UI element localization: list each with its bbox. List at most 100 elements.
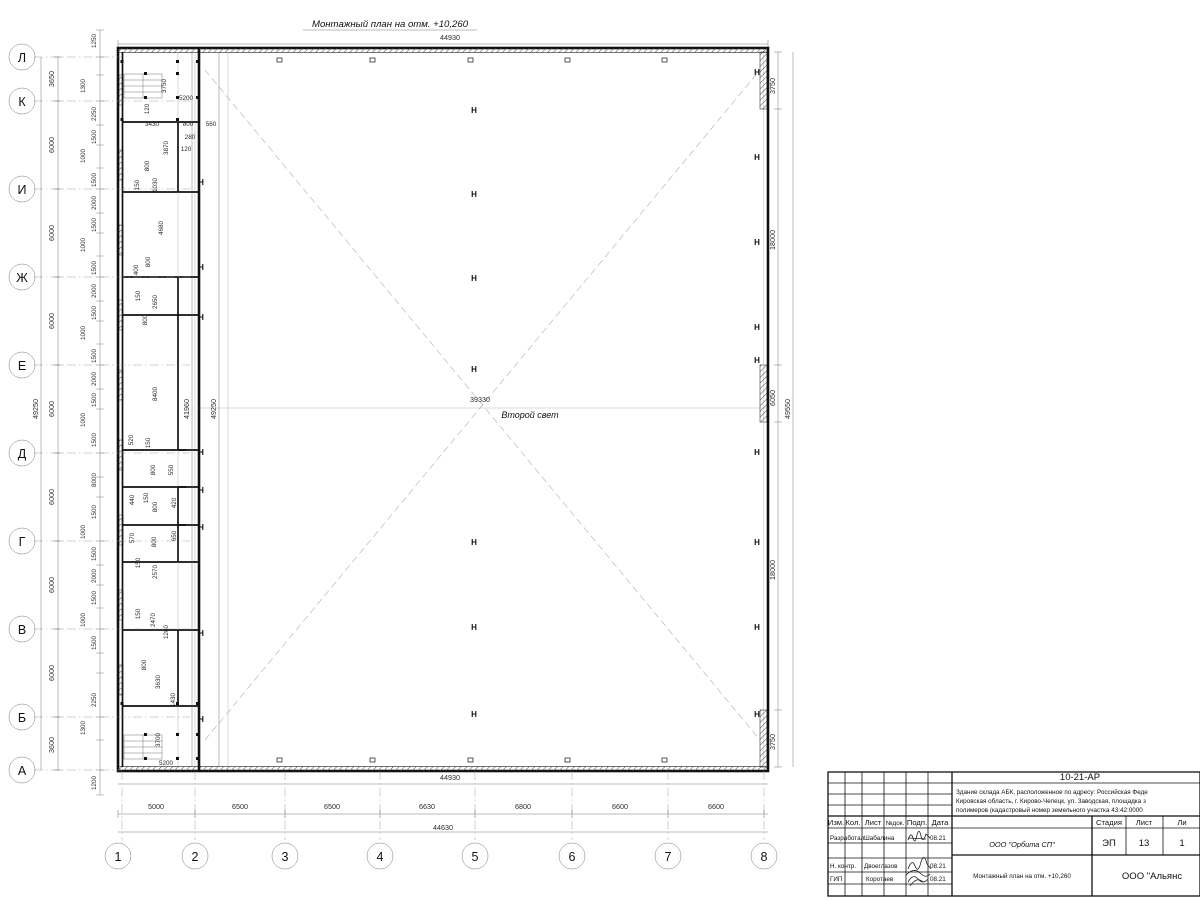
- dim-d-18: 8400: [152, 387, 159, 402]
- dim-letter-0: 3650: [47, 71, 56, 87]
- svg-text:H: H: [198, 715, 204, 724]
- dim-l-21: 1500: [91, 547, 98, 562]
- dim-letter-1: 6000: [47, 137, 56, 153]
- dim-r-0: 3750: [768, 78, 777, 94]
- tb-col-2: Лист: [865, 818, 882, 827]
- dim-d-31: 2570: [152, 565, 159, 580]
- dim-d-30: 800: [151, 536, 158, 547]
- dim-l-8: 1000: [80, 238, 87, 253]
- grid-axes-horizontal: [34, 56, 190, 771]
- dim-l-1: 1300: [80, 79, 87, 94]
- dim-num-5: 6600: [612, 802, 628, 811]
- tb-col-0: Изм.: [828, 818, 844, 827]
- dim-d-20: 150: [145, 437, 152, 448]
- dim-d-3: 3430: [145, 121, 160, 128]
- svg-text:H: H: [754, 238, 760, 247]
- dim-d-9: 800: [144, 160, 151, 171]
- dim-num-3: 6630: [419, 802, 435, 811]
- dim-d-12: 4680: [158, 221, 165, 236]
- grid-label-A: А: [18, 764, 27, 778]
- tb-stage-v2: 1: [1179, 838, 1184, 849]
- dim-d-2: 5200: [179, 95, 194, 102]
- title-block: Изм. Кол. Лист №док. Подп. Дата Разработ…: [827, 771, 1200, 897]
- tb-col-3: №док.: [886, 820, 905, 827]
- tb-col-1: Кол.: [845, 818, 860, 827]
- dim-d-22: 550: [168, 464, 175, 475]
- dim-d-7: 120: [181, 146, 192, 153]
- tb-company: ООО "Орбита СП": [989, 840, 1055, 849]
- svg-text:H: H: [754, 153, 760, 162]
- tb-stage-h2: Ли: [1177, 818, 1186, 827]
- svg-text:H: H: [198, 178, 204, 187]
- dim-l-14: 2000: [91, 372, 98, 387]
- dim-chain-numbers: 5000 6500 6500 6630 6800 6600 6600 44630: [117, 802, 768, 833]
- dim-r-4: 3750: [768, 734, 777, 750]
- dim-r-3: 18000: [768, 560, 777, 580]
- dim-letter-5: 6000: [47, 489, 56, 505]
- dim-letter-8: 3600: [47, 737, 56, 753]
- grid-label-4: 4: [377, 850, 384, 864]
- tb-name-1: Двоеглазов: [864, 863, 898, 870]
- dim-num-0: 5000: [148, 802, 164, 811]
- stair-top: [123, 73, 163, 99]
- dim-d-37: 1430: [170, 693, 177, 708]
- tb-code: 10-21-АР: [1060, 772, 1100, 783]
- svg-text:H: H: [198, 448, 204, 457]
- tb-role-2: ГИП: [830, 876, 843, 883]
- dim-d-17: 800: [142, 314, 149, 325]
- dim-r-1: 18000: [768, 230, 777, 250]
- dim-l-22: 2000: [91, 569, 98, 584]
- dim-letter-3: 6000: [47, 313, 56, 329]
- dim-l-16: 1000: [80, 413, 87, 428]
- svg-text:H: H: [754, 323, 760, 332]
- dim-d-11: 1030: [152, 178, 159, 193]
- dim-letter-6: 6000: [47, 577, 56, 593]
- svg-text:H: H: [198, 263, 204, 272]
- tb-role-1: Н. контр.: [830, 863, 856, 870]
- dim-num-4: 6800: [515, 802, 531, 811]
- dim-l-25: 1500: [91, 636, 98, 651]
- edge-column-squares: [276, 57, 668, 763]
- roof-bracing-diagonals: [204, 69, 761, 741]
- dim-d-29: 150: [135, 557, 142, 568]
- dim-l-20: 1000: [80, 525, 87, 540]
- svg-text:H: H: [198, 629, 204, 638]
- tb-date-2: 08.21: [930, 876, 946, 883]
- left-wall-segments: [118, 74, 124, 696]
- grid-label-D: Д: [18, 447, 27, 461]
- dim-inner-vertical2: 49250: [209, 399, 218, 419]
- dim-d-10: 150: [134, 179, 141, 190]
- dim-d-23: 440: [129, 494, 136, 505]
- svg-text:H: H: [471, 190, 477, 199]
- grid-label-8: 8: [761, 850, 768, 864]
- room-label-second-light: Второй свет: [501, 410, 559, 420]
- dim-l-26: 2250: [91, 693, 98, 708]
- grid-label-K: К: [18, 95, 26, 109]
- svg-text:H: H: [754, 448, 760, 457]
- dim-inner-vertical: 41960: [182, 399, 191, 419]
- grid-label-I: И: [18, 183, 27, 197]
- dim-l-11: 1500: [91, 306, 98, 321]
- dim-l-28: 1200: [91, 776, 98, 791]
- signature-marks: [905, 830, 932, 887]
- dim-d-26: 800: [152, 501, 159, 512]
- tb-project-description: Здание склада АБК, расположенное по адре…: [956, 788, 1148, 814]
- wing-column-dots: [120, 60, 199, 760]
- tb-date-1: 08.21: [930, 863, 946, 870]
- grid-axes-vertical: [121, 771, 765, 840]
- dim-overall-chain-bottom: 44630: [433, 823, 453, 832]
- drawing-title: Монтажный план на отм. +10,260: [312, 19, 469, 30]
- interior-columns: H H H H H H H: [471, 106, 477, 719]
- tb-role-0: Разработал: [830, 834, 865, 842]
- dim-overall-bottom: 44930: [440, 773, 460, 782]
- tb-col-4: Подп.: [907, 818, 927, 827]
- tb-name-0: Шабалина: [864, 834, 895, 842]
- svg-text:Здание склада АБК, расположенн: Здание склада АБК, расположенное по адре…: [956, 788, 1148, 796]
- dim-d-27: 650: [171, 530, 178, 541]
- dim-d-38: 3700: [155, 733, 162, 748]
- svg-text:H: H: [471, 710, 477, 719]
- svg-text:H: H: [198, 486, 204, 495]
- dim-d-33: 2470: [150, 613, 157, 628]
- tb-client: ООО "Альянс: [1122, 871, 1182, 882]
